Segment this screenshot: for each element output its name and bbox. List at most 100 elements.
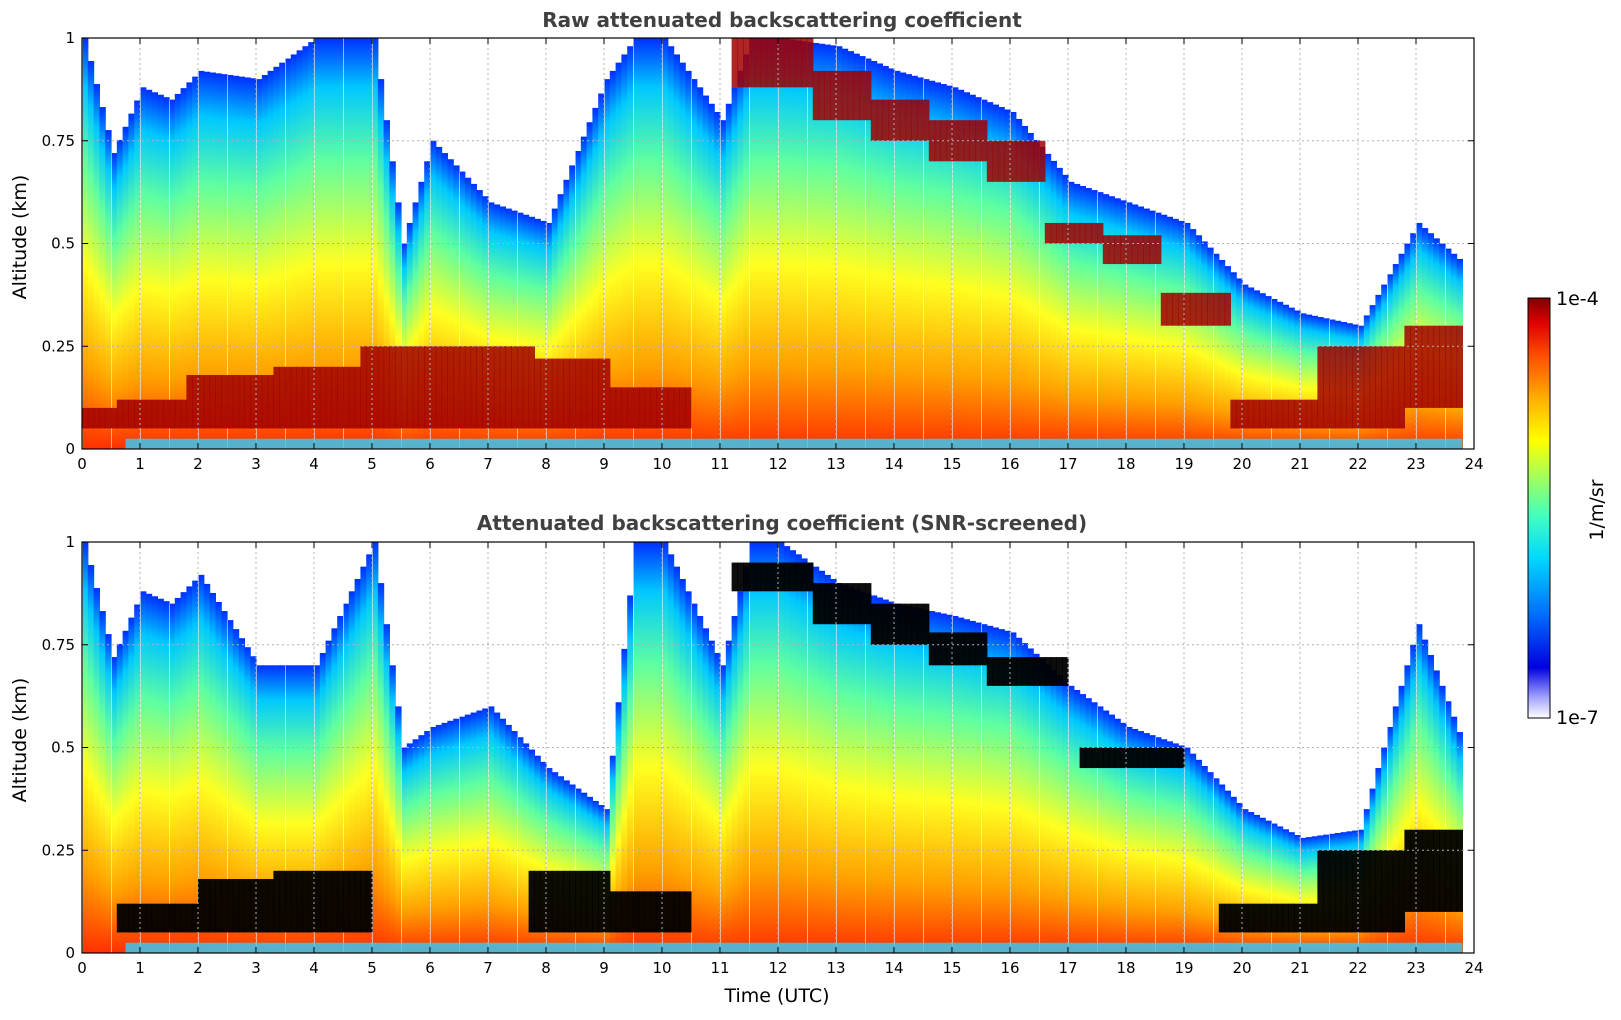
profile-column (1271, 823, 1278, 953)
data-gap (749, 38, 750, 449)
dense-layer (227, 375, 234, 429)
dense-layer (1404, 325, 1411, 408)
dense-layer (592, 358, 599, 429)
profile-column (1108, 714, 1115, 953)
profile-column (499, 718, 506, 953)
profile-column (1311, 836, 1318, 953)
dense-layer (366, 346, 373, 429)
profile-column (986, 625, 994, 953)
x-tick-label: 8 (541, 959, 551, 977)
dense-layer (917, 99, 924, 141)
profile-column (134, 100, 141, 449)
dense-layer (598, 358, 605, 429)
x-tick-label: 16 (1000, 455, 1019, 473)
profile-column (180, 592, 187, 953)
profile-column (1404, 665, 1411, 953)
profile-column (395, 706, 402, 953)
saturated-layer (279, 870, 286, 933)
profile-column (186, 82, 193, 449)
profile-column (708, 103, 715, 449)
dense-layer (279, 366, 286, 429)
dense-layer (731, 38, 738, 88)
saturated-layer (667, 891, 675, 933)
profile-column (383, 120, 390, 449)
saturated-layer (1375, 850, 1382, 933)
dense-layer (952, 120, 959, 162)
x-tick-label: 23 (1406, 455, 1425, 473)
grid (82, 542, 1474, 953)
saturated-layer (778, 562, 785, 592)
profile-column (493, 712, 501, 953)
profile-column (1085, 698, 1092, 953)
saturated-layer (1271, 903, 1278, 933)
profile-column (1213, 253, 1220, 449)
saturated-layer (766, 562, 773, 592)
profile-column (1010, 632, 1017, 953)
saturated-layer (1224, 903, 1231, 933)
profile-column (807, 42, 814, 449)
profile-column (1155, 737, 1162, 953)
data-gap (488, 202, 489, 449)
colorbar-unit-label: 1/m/sr (1586, 479, 1608, 540)
profile-column (517, 737, 524, 953)
snr-screened-panel: Attenuated backscattering coefficient (S… (9, 511, 1484, 1007)
dense-layer (140, 399, 147, 429)
profile-column (963, 619, 970, 953)
saturated-layer (343, 870, 350, 933)
saturated-layer (1120, 747, 1127, 769)
saturated-layer (1439, 829, 1446, 912)
data-gap (111, 153, 112, 449)
profile-column (1398, 685, 1405, 953)
dense-layer (348, 366, 356, 429)
profile-column (1224, 790, 1231, 953)
x-tick-label: 3 (251, 959, 261, 977)
saturated-layer (847, 583, 854, 625)
profile-column (244, 647, 251, 953)
saturated-layer (638, 891, 646, 933)
data-gap (111, 657, 112, 953)
saturated-layer (1178, 747, 1185, 769)
saturated-layer (1305, 903, 1313, 933)
profile-column (435, 724, 443, 953)
dense-layer (888, 99, 895, 141)
y-tick-label: 1 (65, 29, 75, 47)
saturated-layer (319, 870, 327, 933)
data-gap (981, 99, 982, 449)
surface-band (125, 942, 1463, 953)
profile-column (1131, 204, 1139, 449)
data-gap (227, 74, 228, 449)
profile-column (221, 611, 228, 953)
y-tick-label: 0 (65, 944, 75, 962)
profile-column (667, 554, 675, 953)
saturated-layer (969, 632, 976, 666)
profile-column (691, 79, 698, 449)
profile-column (1149, 210, 1156, 449)
profile-column (1004, 630, 1011, 953)
dense-layer (1282, 399, 1289, 429)
data-gap (1155, 737, 1156, 953)
profile-column (743, 54, 750, 449)
profile-column (731, 87, 738, 449)
profile-column (627, 46, 634, 449)
saturated-layer (1021, 657, 1028, 686)
profile-column (569, 165, 576, 449)
profile-column (1166, 216, 1173, 449)
profile-column (801, 558, 808, 953)
profile-column (1218, 259, 1226, 449)
dense-layer (557, 358, 564, 429)
data-gap (546, 768, 547, 953)
saturated-layer (656, 891, 663, 933)
profile-column (470, 712, 477, 953)
profile-column (1427, 655, 1434, 953)
profile-column (882, 65, 889, 449)
profile-column (186, 586, 193, 953)
profile-column (337, 615, 344, 953)
saturated-layer (232, 879, 240, 933)
dense-layer (517, 346, 524, 429)
x-axis-label: Time (UTC) (723, 985, 829, 1007)
dense-layer (818, 70, 825, 121)
dense-layer (232, 375, 240, 429)
dense-layer (488, 346, 495, 429)
saturated-layer (1427, 829, 1434, 912)
profile-column (192, 580, 199, 953)
